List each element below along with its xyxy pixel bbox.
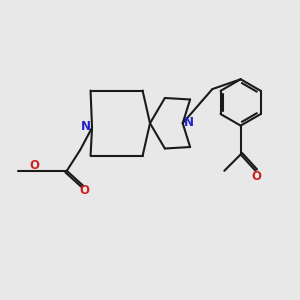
Text: N: N	[184, 116, 194, 129]
Text: N: N	[81, 120, 91, 133]
Text: O: O	[80, 184, 90, 196]
Text: O: O	[29, 159, 39, 172]
Text: O: O	[251, 170, 261, 183]
